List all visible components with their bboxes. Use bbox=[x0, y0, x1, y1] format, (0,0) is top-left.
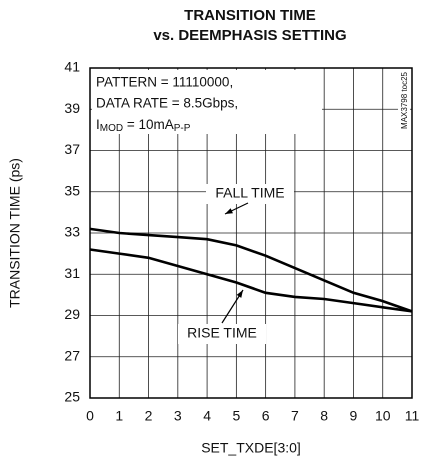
x-tick-label: 8 bbox=[320, 408, 328, 424]
x-tick-label: 1 bbox=[115, 408, 123, 424]
x-axis-label: SET_TXDE[3:0] bbox=[201, 440, 301, 456]
note-box bbox=[92, 70, 322, 134]
series-label: FALL TIME bbox=[215, 185, 284, 201]
y-tick-label: 31 bbox=[64, 265, 80, 281]
note-sub: P-P bbox=[174, 123, 191, 134]
marks bbox=[89, 227, 413, 313]
side-box bbox=[398, 70, 410, 134]
chart-title: TRANSITION TIME bbox=[184, 7, 316, 24]
series-label: RISE TIME bbox=[187, 325, 257, 341]
y-tick-label: 37 bbox=[64, 141, 80, 157]
label-bg bbox=[206, 184, 294, 204]
x-tick-label: 9 bbox=[350, 408, 358, 424]
x-tick-label: 6 bbox=[262, 408, 270, 424]
figure-id: MAX3798 toc25 bbox=[400, 71, 409, 128]
arrowhead bbox=[236, 290, 243, 298]
y-tick-label: 25 bbox=[64, 389, 80, 405]
x-tick-label: 2 bbox=[145, 408, 153, 424]
note-part: = 10mA bbox=[123, 117, 174, 132]
chart-title: vs. DEEMPHASIS SETTING bbox=[153, 27, 346, 44]
x-tick-label: 10 bbox=[375, 408, 391, 424]
y-tick-label: 35 bbox=[64, 182, 80, 198]
arrowhead bbox=[225, 208, 233, 214]
note-part: I bbox=[96, 117, 100, 132]
label-bg bbox=[178, 324, 266, 344]
x-tick-label: 5 bbox=[232, 408, 240, 424]
x-tick-label: 11 bbox=[405, 408, 420, 424]
note: PATTERN = 11110000, bbox=[96, 75, 233, 90]
y-tick-label: 27 bbox=[64, 347, 80, 363]
y-tick-label: 41 bbox=[64, 59, 80, 75]
note-sub: MOD bbox=[100, 123, 123, 134]
x-tick-label: 7 bbox=[291, 408, 299, 424]
y-tick-label: 39 bbox=[64, 100, 80, 116]
y-axis-label: TRANSITION TIME (ps) bbox=[7, 158, 23, 308]
line-series bbox=[89, 227, 413, 313]
y-tick-label: 29 bbox=[64, 306, 80, 322]
y-tick-label: 33 bbox=[64, 224, 80, 240]
plot-frame bbox=[89, 67, 413, 399]
x-tick-label: 0 bbox=[86, 408, 94, 424]
line-series bbox=[89, 248, 413, 313]
note: DATA RATE = 8.5Gbps, bbox=[96, 96, 238, 111]
x-tick-label: 4 bbox=[203, 408, 211, 424]
note: IMOD = 10mAP-P bbox=[96, 117, 191, 134]
x-tick-label: 3 bbox=[174, 408, 182, 424]
